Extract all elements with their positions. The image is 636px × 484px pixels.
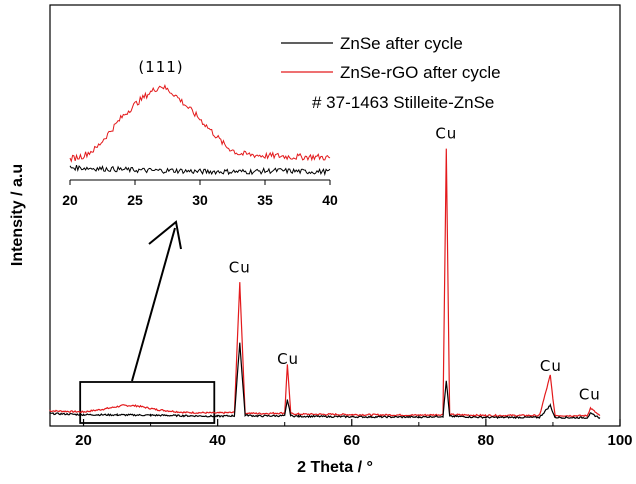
inset-series-line-znse — [69, 164, 331, 177]
inset-x-axis: 20 25 30 35 40 — [62, 180, 338, 208]
peak-label-cu: Cu — [435, 125, 457, 143]
legend-reference-card: # 37-1463 Stilleite-ZnSe — [312, 93, 494, 112]
peak-label-cu: Cu — [540, 357, 562, 375]
inset-chart: 20 25 30 35 40 (111) — [62, 58, 338, 208]
inset-x-tick-label: 30 — [192, 192, 208, 208]
series-line-znse-rgo — [49, 148, 601, 418]
series-line-znse — [49, 342, 601, 420]
inset-series-group — [69, 84, 331, 177]
x-tick-label: 100 — [607, 432, 632, 449]
zoom-arrow — [131, 220, 182, 382]
legend-label-znse: ZnSe after cycle — [340, 34, 463, 53]
zoom-arrow-head — [148, 220, 182, 250]
inset-x-tick-label: 35 — [257, 192, 273, 208]
x-tick-label: 80 — [478, 432, 495, 449]
zoom-arrow-shaft — [131, 227, 176, 382]
x-tick-label: 60 — [343, 432, 360, 449]
peak-label-cu: Cu — [579, 386, 601, 404]
x-axis: 20 40 60 80 100 — [75, 419, 633, 449]
peak-label-cu: Cu — [229, 259, 251, 277]
legend: ZnSe after cycle ZnSe-rGO after cycle # … — [281, 34, 501, 112]
zoom-box — [79, 381, 216, 424]
inset-x-tick-label: 25 — [127, 192, 143, 208]
legend-label-znse-rgo: ZnSe-rGO after cycle — [340, 63, 501, 82]
peak-label-cu: Cu — [277, 350, 299, 368]
peak-labels: Cu Cu Cu Cu Cu — [229, 125, 601, 404]
inset-peak-annotation: (111) — [138, 58, 183, 76]
main-series-group — [49, 148, 601, 420]
zoom-region — [79, 381, 216, 424]
y-axis-title: Intensity / a.u — [9, 164, 26, 266]
plot-area — [49, 4, 621, 427]
inset-x-tick-label: 40 — [322, 192, 338, 208]
x-tick-label: 20 — [75, 432, 92, 449]
inset-series-line-znse-rgo — [69, 84, 331, 163]
x-tick-label: 40 — [209, 432, 226, 449]
inset-x-tick-label: 20 — [62, 192, 78, 208]
x-axis-title: 2 Theta / ° — [297, 459, 373, 476]
